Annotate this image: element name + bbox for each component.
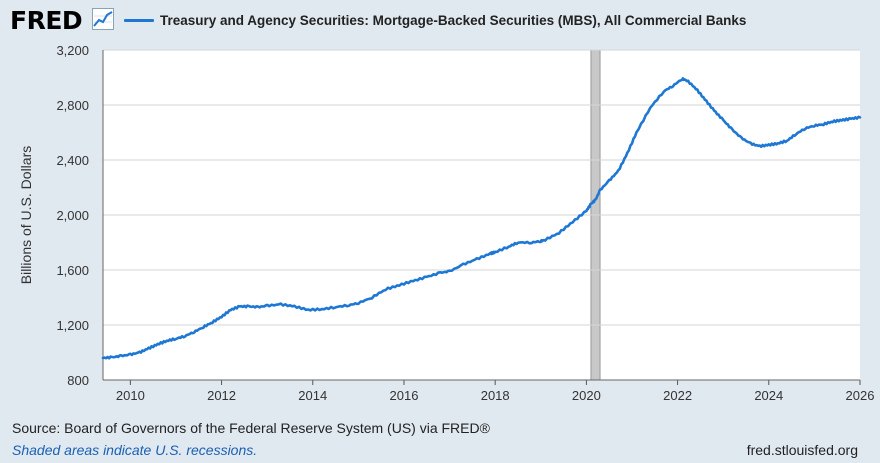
x-tick-label: 2018	[481, 388, 510, 403]
chart-legend: Treasury and Agency Securities: Mortgage…	[124, 11, 746, 29]
x-tick-label: 2016	[390, 388, 419, 403]
y-tick-label: 800	[67, 373, 89, 388]
x-tick-label: 2020	[572, 388, 601, 403]
x-tick-label: 2026	[846, 388, 875, 403]
x-tick-label: 2014	[298, 388, 327, 403]
x-tick-label: 2022	[663, 388, 692, 403]
x-tick-label: 2012	[207, 388, 236, 403]
series-line	[101, 77, 862, 360]
legend-label: Treasury and Agency Securities: Mortgage…	[160, 12, 747, 28]
y-tick-label: 2,800	[56, 98, 89, 113]
x-tick-label: 2024	[754, 388, 783, 403]
chart-header: FRED Treasury and Agency Securities: Mor…	[0, 0, 880, 40]
y-tick-label: 2,000	[56, 208, 89, 223]
fred-logo[interactable]: FRED	[10, 6, 83, 35]
x-tick-label: 2010	[116, 388, 145, 403]
y-axis-title: Billions of U.S. Dollars	[18, 146, 34, 285]
line-graph-icon	[92, 8, 114, 30]
site-link[interactable]: fred.stlouisfed.org	[746, 442, 858, 458]
y-tick-label: 2,400	[56, 153, 89, 168]
source-note: Source: Board of Governors of the Federa…	[12, 420, 490, 436]
y-tick-label: 3,200	[56, 43, 89, 58]
y-tick-label: 1,200	[56, 318, 89, 333]
y-tick-label: 1,600	[56, 263, 89, 278]
recession-note: Shaded areas indicate U.S. recessions.	[12, 442, 258, 458]
legend-swatch	[124, 18, 154, 22]
